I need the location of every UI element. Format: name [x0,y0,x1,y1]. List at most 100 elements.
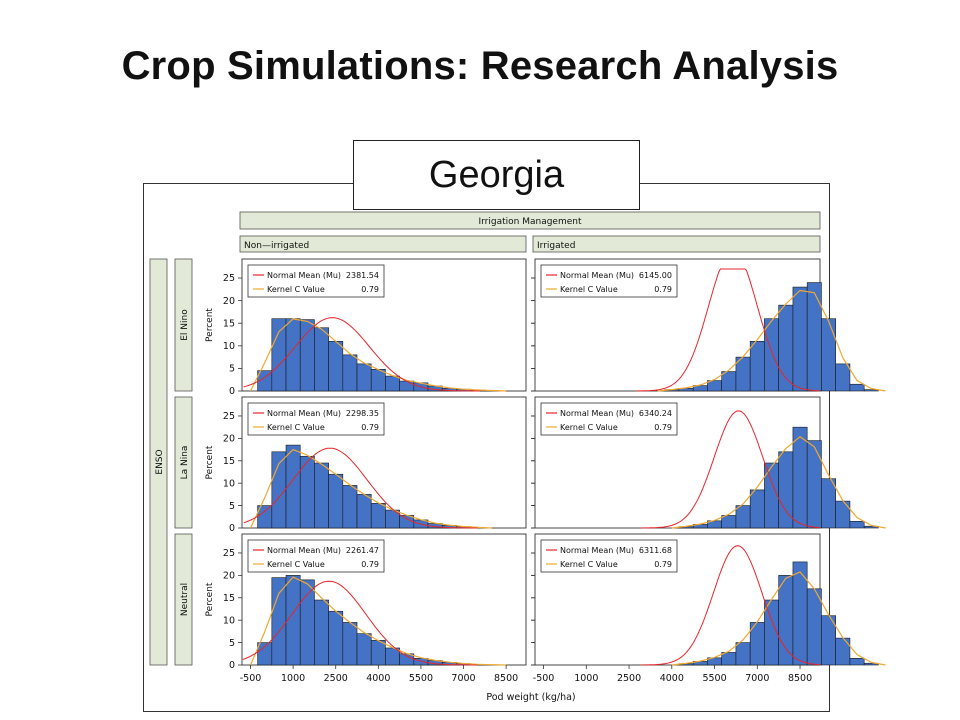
y-axis-title: Percent [205,445,215,479]
row-strip-label: La Nina [180,446,190,480]
row-strip-label: El Nino [180,309,190,341]
histogram-bar [835,637,851,666]
histogram-bar [806,440,822,529]
y-tick-label: 5 [229,501,235,512]
x-tick-label: 1000 [281,673,305,684]
y-tick-label: 25 [223,273,235,284]
histogram-bar [356,363,372,392]
legend-normal-label: Normal Mean (Mu) [560,546,634,555]
y-tick-label: 25 [223,411,235,422]
histogram-bar [328,340,344,392]
panel: 0 5 10 15 20 25 Normal Mean (Mu) 2381.54 Kernel … [223,258,527,397]
column-strip-label: Non—irrigated [244,241,309,251]
legend-box [247,402,385,436]
y-tick-label: 15 [223,318,235,329]
y-axis-title: Percent [205,582,215,616]
legend-kernel-value: 0.79 [361,560,379,569]
legend-box [247,264,385,298]
histogram-bar [385,375,400,392]
x-axis-title: Pod weight (kg/ha) [486,692,575,703]
y-tick-label: 0 [229,386,235,397]
legend-box [540,402,678,436]
y-tick-label: 20 [223,296,235,307]
panel: Normal Mean (Mu) 6311.68 Kernel C Value 0.7… [531,533,886,684]
y-tick-label: 25 [223,548,235,559]
histogram-bar [735,642,751,666]
normal-curve [243,317,480,392]
histogram-bar [328,610,344,666]
legend-normal-label: Normal Mean (Mu) [267,271,341,280]
y-tick-label: 5 [229,638,235,649]
histogram-bar [271,318,287,392]
legend-kernel-label: Kernel C Value [560,560,618,569]
histogram-bar [299,319,315,392]
legend-kernel-value: 0.79 [654,423,672,432]
histogram-bar [721,652,737,666]
kernel-density-curve [249,448,492,529]
slide-title: Crop Simulations: Research Analysis [121,44,839,88]
column-strip [239,235,527,253]
histogram-bar [835,363,851,392]
legend-normal-label: Normal Mean (Mu) [560,271,634,280]
legend-normal-value: 2298.35 [346,409,379,418]
histogram-bar [370,369,386,392]
header-strip-label: Irrigation Management [478,217,581,227]
legend-kernel-value: 0.79 [654,285,672,294]
legend-kernel-label: Kernel C Value [560,285,618,294]
normal-curve [635,268,821,392]
row-strip [174,258,193,392]
histogram-bar [314,462,329,529]
row-strip [174,533,193,666]
y-axis-title: Percent [205,308,215,342]
normal-curve [242,580,477,666]
histogram-bar [342,485,358,529]
legend-normal-value: 6145.00 [639,271,672,280]
y-tick-label: 15 [223,593,235,604]
x-tick-label: 2500 [617,673,641,684]
x-tick-label: 8500 [788,673,812,684]
y-tick-label: 10 [223,478,235,489]
histogram-bar [271,577,287,666]
legend-normal-label: Normal Mean (Mu) [267,546,341,555]
legend-normal-value: 6340.24 [639,409,672,418]
panel: Normal Mean (Mu) 6145.00 Kernel C Value 0.7… [531,258,886,392]
histogram-bar [806,282,822,392]
normal-curve [243,447,478,529]
x-tick-label: 8500 [494,673,518,684]
kernel-density-curve [671,435,886,529]
x-tick-label: 7000 [745,673,769,684]
histogram-bar [806,588,822,666]
panel: 0 5 10 15 20 25 Normal Mean (Mu) 2298.35 Kernel … [223,396,527,534]
row-strip [174,396,193,529]
histogram-bar [314,599,329,666]
histogram-bar [749,489,765,529]
x-tick-label: 2500 [324,673,348,684]
region-label: Georgia [353,140,640,210]
histogram-bar [707,380,722,392]
legend-box [540,539,678,573]
x-tick-label: 5500 [409,673,433,684]
y-tick-label: 5 [229,364,235,375]
histogram-bar [314,327,329,392]
legend-kernel-value: 0.79 [361,285,379,294]
histogram-bar [849,520,865,529]
normal-curve [640,545,821,666]
histogram-bar [749,340,765,392]
histogram-bar [792,426,808,529]
kernel-density-curve [249,576,507,666]
legend-kernel-label: Kernel C Value [267,285,325,294]
y-tick-label: 20 [223,571,235,582]
y-tick-label: 15 [223,456,235,467]
histogram-bar [370,640,386,666]
legend-normal-value: 2261.47 [346,546,379,555]
histogram-bar [849,657,865,666]
header-strip [239,211,821,230]
column-strip-label: Irrigated [537,241,575,251]
legend-normal-value: 6311.68 [639,546,672,555]
histogram-bar [764,462,779,529]
legend-kernel-value: 0.79 [361,423,379,432]
x-tick-label: 4000 [660,673,684,684]
x-tick-label: 7000 [451,673,475,684]
histogram-bar [821,478,836,529]
